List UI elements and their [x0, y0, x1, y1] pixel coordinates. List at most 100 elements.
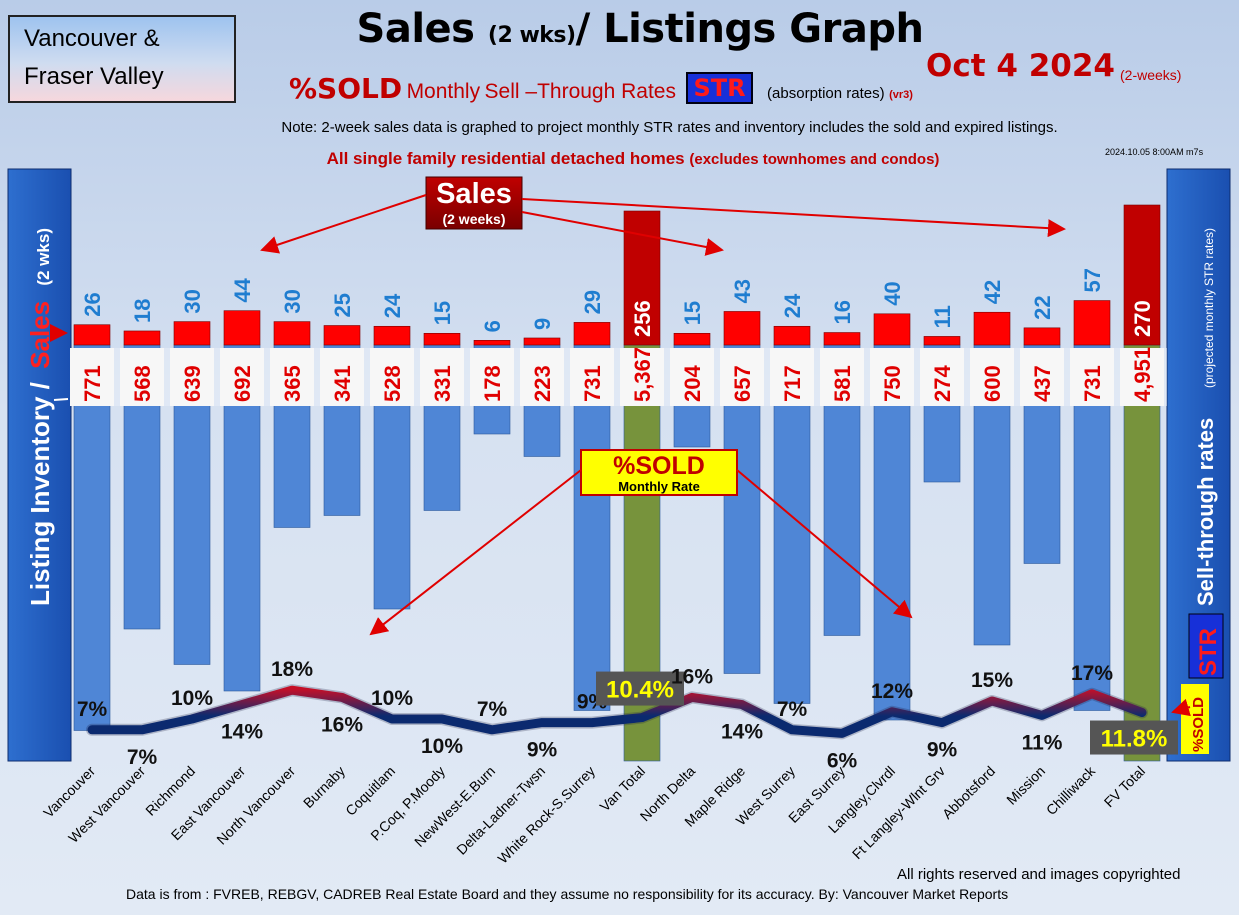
x-tick-label: Burnaby — [300, 763, 348, 811]
right-axis-title: Sell-through rates — [1193, 418, 1218, 606]
right-str-label: STR — [1195, 628, 1222, 676]
report-date: Oct 4 2024 — [926, 48, 1115, 84]
inventory-label-box — [770, 348, 814, 406]
inventory-value-label: 717 — [780, 365, 805, 402]
x-tick-label: Chilliwack — [1043, 762, 1099, 818]
subtitle-monthly: Monthly — [406, 80, 481, 103]
x-tick-label: Ft Langley-Wlnt Grv — [849, 763, 948, 862]
source-text: Data is from : FVREB, REBGV, CADREB Real… — [126, 886, 1009, 902]
inventory-value-label: 581 — [830, 365, 855, 402]
sales-value-label: 15 — [680, 301, 705, 325]
version-label: (vr3) — [889, 89, 913, 101]
sales-bar — [523, 337, 561, 346]
inventory-value-label: 771 — [80, 365, 105, 402]
inventory-value-label: 5,367 — [630, 347, 655, 402]
sales-bar — [173, 321, 211, 346]
str-badge: STR — [686, 72, 753, 104]
page-title: Sales (2 wks)/ Listings Graph — [0, 6, 1239, 52]
sales-bar — [823, 332, 861, 346]
sales-bar — [873, 313, 911, 346]
inventory-label-box — [720, 348, 764, 406]
str-value-label: 6% — [827, 749, 858, 772]
str-value-label: 10% — [421, 735, 463, 758]
inventory-value-label: 528 — [380, 365, 405, 402]
x-tick-label: Abbotsford — [939, 763, 998, 822]
sales-value-label: 43 — [730, 279, 755, 303]
str-value-label: 10% — [371, 687, 413, 710]
inventory-value-label: 178 — [480, 365, 505, 402]
str-value-label: 16% — [671, 665, 713, 688]
inventory-bar — [73, 344, 111, 731]
inventory-label-box — [670, 348, 714, 406]
sales-bar — [573, 322, 611, 346]
title-rest: / Listings Graph — [575, 6, 924, 52]
left-axis-sales: Sales — [25, 301, 55, 369]
str-value-label: 7% — [127, 746, 158, 769]
inventory-label-box — [220, 348, 264, 406]
inventory-label-box — [170, 348, 214, 406]
str-value-label: 7% — [777, 698, 808, 721]
subtitle-rates: Sell –Through Rates — [484, 80, 676, 103]
inventory-value-label: 223 — [530, 365, 555, 402]
inventory-label-box — [470, 348, 514, 406]
sales-value-label: 16 — [830, 300, 855, 324]
inventory-label-box — [1070, 348, 1114, 406]
scope-text: All single family residential detached h… — [0, 149, 1239, 169]
inventory-pointer-arrow — [53, 398, 69, 401]
sales-bar — [1023, 327, 1061, 346]
right-axis-subtitle: (projected monthly STR rates) — [1202, 228, 1216, 388]
sales-bar — [723, 311, 761, 346]
sales-bar — [123, 330, 161, 346]
sold-callout-arrow — [369, 469, 582, 636]
str-value-label: 18% — [271, 658, 313, 681]
sales-value-label: 40 — [880, 281, 905, 305]
inventory-value-label: 437 — [1030, 365, 1055, 402]
inventory-value-label: 365 — [280, 365, 305, 402]
sales-bar — [423, 332, 461, 346]
str-value-label: 10% — [171, 687, 213, 710]
sales-bar — [1123, 204, 1161, 346]
sales-value-label: 57 — [1080, 268, 1105, 292]
region-line-2: Fraser Valley — [24, 63, 164, 90]
str-total-badge — [1090, 720, 1178, 755]
inventory-value-label: 568 — [130, 365, 155, 402]
right-sold-badge — [1181, 684, 1209, 754]
str-value-label: 7% — [477, 698, 508, 721]
subtitle: %SOLD Monthly Sell –Through Rates STR (a… — [289, 72, 913, 105]
sales-value-label: 25 — [330, 293, 355, 317]
title-paren: (2 wks) — [487, 23, 576, 48]
sales-value-label: 24 — [780, 293, 805, 318]
str-value-label: 14% — [721, 721, 763, 744]
str-value-label: 14% — [221, 721, 263, 744]
report-date-sub: (2-weeks) — [1120, 67, 1182, 83]
sales-value-label: 26 — [80, 292, 105, 316]
sales-bar — [473, 340, 511, 346]
sales-bar — [73, 324, 111, 346]
inventory-value-label: 331 — [430, 365, 455, 402]
x-tick-label: Delta-Ladner-Twsn — [453, 763, 548, 858]
sales-callout-arrow — [521, 198, 1066, 238]
inventory-label-box — [620, 348, 664, 406]
sales-value-label: 11 — [930, 305, 955, 328]
inventory-value-label: 4,951 — [1130, 347, 1155, 402]
inventory-label-box — [420, 348, 464, 406]
sold-callout-arrow — [736, 469, 913, 619]
inventory-value-label: 639 — [180, 365, 205, 402]
str-value-label: 17% — [1071, 662, 1113, 685]
subtitle-sold: %SOLD — [289, 72, 403, 105]
inventory-value-label: 731 — [1080, 365, 1105, 402]
inventory-value-label: 600 — [980, 365, 1005, 402]
note-text: Note: 2-week sales data is graphed to pr… — [281, 119, 1058, 136]
inventory-label-box — [570, 348, 614, 406]
sales-bar — [373, 325, 411, 346]
timestamp: 2024.10.05 8:00AM m7s — [1105, 147, 1204, 157]
str-value-label: 9% — [927, 739, 958, 762]
sales-value-label: 9 — [530, 318, 555, 330]
scope-paren: (excludes townhomes and condos) — [689, 151, 940, 168]
sales-bar — [273, 321, 311, 346]
inventory-value-label: 274 — [930, 365, 955, 402]
inventory-label-box — [520, 348, 564, 406]
inventory-value-label: 341 — [330, 365, 355, 402]
str-total-label: 11.8% — [1101, 726, 1168, 753]
